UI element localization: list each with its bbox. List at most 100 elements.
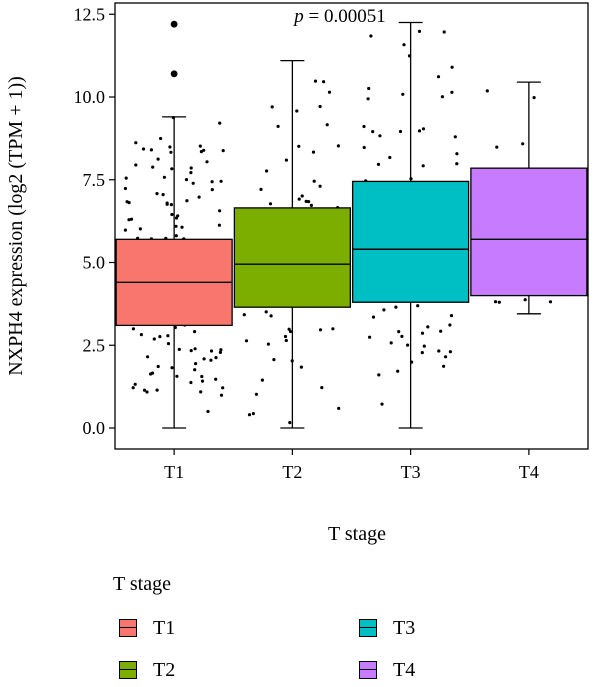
jitter-point [309,203,313,207]
jitter-point [193,330,197,334]
jitter-point [199,390,203,394]
legend-label-t4: T4 [393,658,416,681]
jitter-point [362,145,366,150]
jitter-point [388,155,392,160]
jitter-point [442,364,446,368]
jitter-point [394,305,398,309]
outlier-point [170,70,178,78]
jitter-point [129,217,134,221]
legend-key-t4 [359,661,377,679]
legend-key-t2 [119,661,137,679]
outlier-point [170,20,178,28]
jitter-point [307,200,311,204]
jitter-point [158,335,162,339]
jitter-point [189,380,193,385]
jitter-point [242,313,246,317]
jitter-point [142,388,147,392]
jitter-point [369,34,373,38]
jitter-point [318,104,322,109]
x-tick-label: T4 [519,462,539,482]
jitter-point [380,402,384,406]
jitter-point [221,386,225,390]
jitter-point [378,134,382,138]
jitter-point [202,357,206,361]
jitter-point [123,228,127,232]
jitter-point [175,374,179,378]
jitter-point [184,178,189,182]
jitter-point [166,334,170,338]
box-body [351,180,470,303]
jitter-point [284,158,288,162]
jitter-point [155,388,159,392]
y-axis: 0.0 2.5 5.0 7.5 10.0 12.5 [74,4,115,438]
jitter-point [436,75,441,79]
jitter-point [521,142,525,146]
jitter-point [139,333,143,337]
jitter-point [337,406,341,410]
jitter-point [219,393,224,397]
jitter-point [366,97,370,101]
jitter-point [149,148,153,152]
legend-title: T stage [113,573,171,595]
jitter-point [371,130,375,134]
jitter-point [206,409,210,414]
jitter-point [265,169,269,173]
jitter-point [371,315,376,319]
jitter-point [318,184,322,188]
jitter-point [146,355,150,359]
jitter-point [311,150,316,154]
jitter-point [191,181,195,185]
jitter-point [450,90,454,94]
jitter-point [422,344,426,348]
jitter-point [131,327,135,331]
y-tick-label: 7.5 [83,170,106,190]
jitter-point [401,92,405,96]
jitter-point [283,334,288,339]
jitter-point [442,30,446,34]
jitter-point [138,227,142,231]
jitter-point [331,327,335,331]
jitter-point [272,358,276,362]
jitter-point [127,218,131,222]
jitter-point [174,216,179,220]
jitter-point [200,374,204,379]
jitter-point [170,212,174,217]
jitter-point [166,342,171,346]
jitter-point [437,349,441,353]
jitter-point [396,369,400,373]
jitter-point [417,129,422,133]
y-tick-label: 5.0 [83,253,106,273]
jitter-point [193,368,197,372]
jitter-point [169,203,173,207]
jitter-point [336,144,340,148]
jitter-point [455,152,459,156]
jitter-point [244,339,249,343]
jitter-point [254,392,258,396]
jitter-point [149,372,153,376]
jitter-point [287,327,291,331]
jitter-point [218,350,222,354]
y-axis-title: NXPH4 expression (log2 (TPM + 1)) [5,76,27,376]
jitter-point [205,160,209,164]
jitter-point [259,187,263,191]
jitter-point [389,341,393,345]
jitter-point [219,179,223,183]
legend-key-t1 [119,619,137,637]
jitter-point [174,234,178,238]
y-tick-label: 0.0 [83,418,106,438]
jitter-point [416,304,420,308]
jitter-point [382,308,386,312]
jitter-point [426,325,430,329]
jitter-point [217,223,221,227]
jitter-point [165,202,169,206]
jitter-point [264,310,268,314]
jitter-point [189,349,193,353]
jitter-point [288,329,293,334]
box-t2 [233,59,352,429]
jitter-point [304,199,308,203]
y-tick-label: 2.5 [83,335,106,355]
jitter-point [198,144,202,148]
jitter-point [162,175,166,179]
jitter-point [448,323,452,327]
jitter-point [214,377,218,381]
